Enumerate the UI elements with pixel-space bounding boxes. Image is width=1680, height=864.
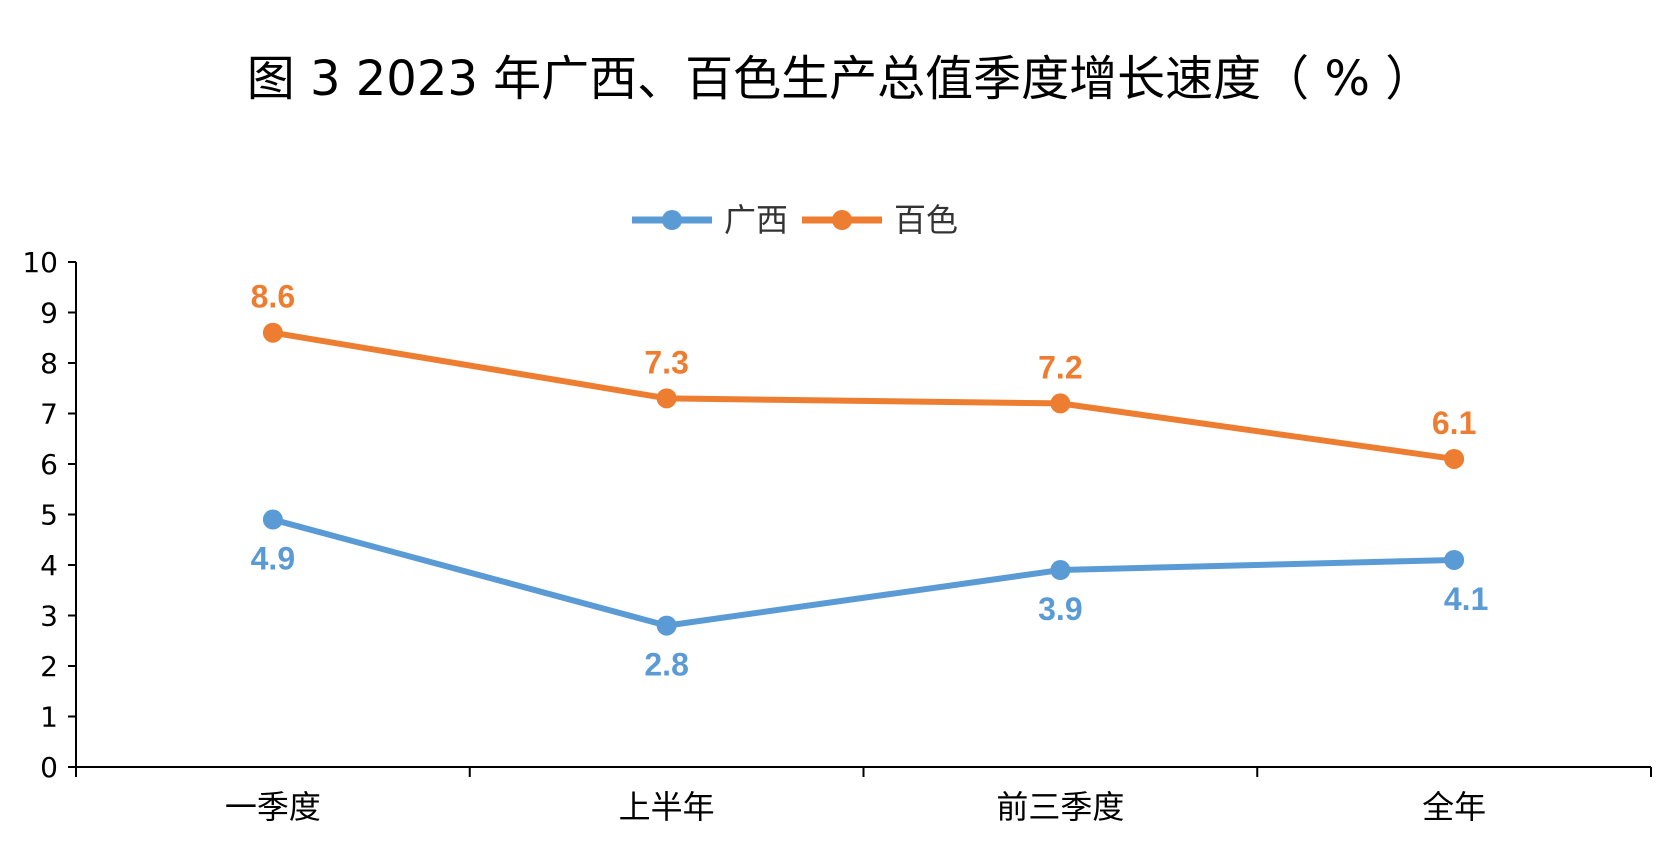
x-tick-label: 一季度 [225,788,321,826]
y-tick-label: 2 [40,650,58,683]
x-tick-label: 前三季度 [996,788,1124,826]
x-tick-label: 上半年 [619,788,715,826]
data-label: 4.1 [1444,581,1488,617]
legend-marker-dot-guangxi [662,210,682,230]
data-label: 3.9 [1038,591,1082,627]
y-tick-label: 1 [40,701,58,734]
data-point [262,509,283,530]
data-label: 8.6 [251,279,295,315]
data-point [656,388,677,409]
legend: 广西 百色 [632,201,958,239]
y-tick-label: 3 [40,600,58,633]
y-tick-label: 7 [40,398,58,431]
series-line-1 [272,329,1455,462]
y-tick-label: 4 [40,549,58,582]
series-line-0 [272,516,1455,629]
y-tick-label: 10 [22,246,58,279]
data-label: 4.9 [251,541,295,577]
data-point [656,615,677,636]
data-point [1444,448,1465,469]
data-point [1444,549,1465,570]
y-tick-label: 5 [40,499,58,532]
legend-label-guangxi: 广西 [724,201,788,239]
data-point [1050,393,1071,414]
y-tick-label: 0 [40,751,58,784]
y-tick-label: 9 [40,297,58,330]
x-axis-ticks: 一季度 上半年 前三季度 全年 [75,767,1652,826]
series-group: 4.9 2.8 3.9 4.1 8.6 7.3 7.2 6.1 [251,279,1489,683]
data-label: 7.3 [644,344,688,380]
y-axis-ticks: 0 1 2 3 4 5 6 7 8 9 10 [22,246,76,784]
legend-label-baise: 百色 [894,201,958,239]
x-tick-label: 全年 [1422,788,1486,826]
y-tick-label: 6 [40,448,58,481]
data-label: 6.1 [1432,405,1476,441]
data-label: 2.8 [644,647,688,683]
data-point [262,322,283,343]
data-label: 7.2 [1038,349,1082,385]
y-tick-label: 8 [40,347,58,380]
legend-marker-dot-baise [832,210,852,230]
chart-title: 图 3 2023 年广西、百色生产总值季度增长速度（ % ） [247,51,1434,107]
data-point [1050,560,1071,581]
